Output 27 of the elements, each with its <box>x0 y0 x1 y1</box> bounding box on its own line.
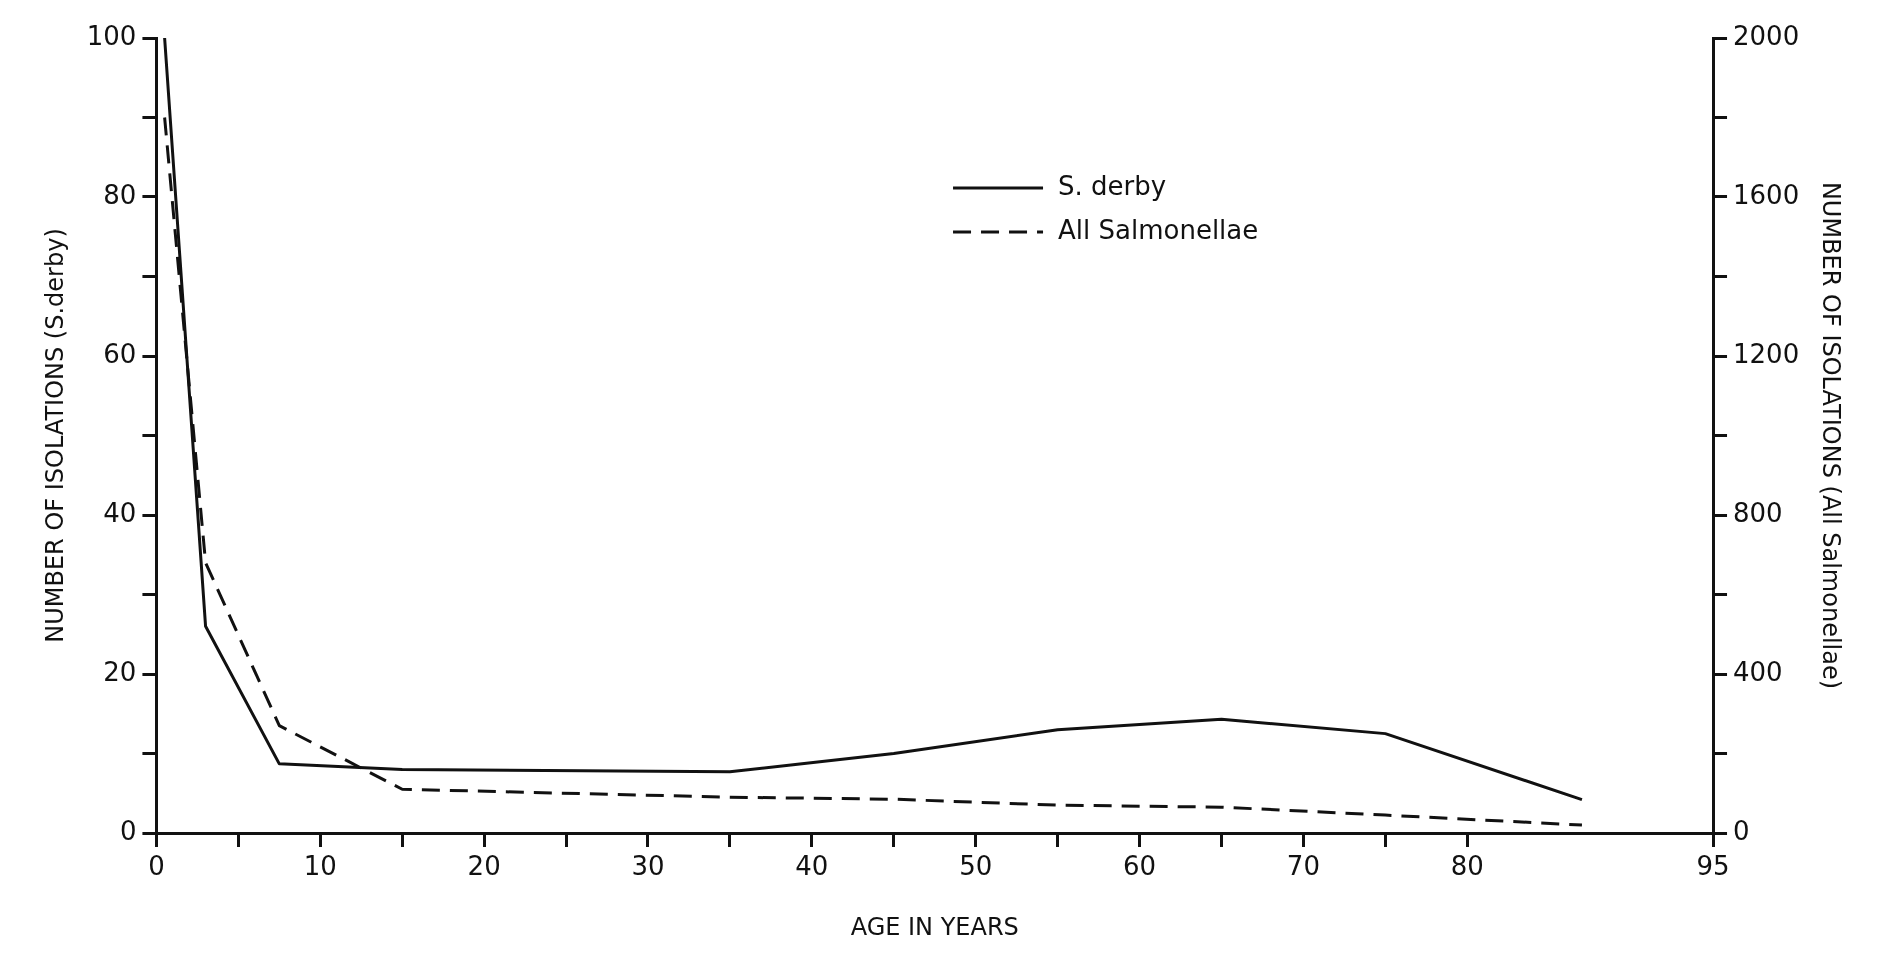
y2-tick-label: 1200 <box>1733 338 1800 369</box>
y-tick-label: 60 <box>103 338 137 369</box>
y2-tick-label: 800 <box>1733 497 1783 528</box>
legend-label: All Salmonellae <box>1058 214 1259 245</box>
x-tick-label: 10 <box>303 851 337 882</box>
x-tick-label: 40 <box>795 851 829 882</box>
y-tick-label: 20 <box>103 656 137 687</box>
y2-tick-label: 0 <box>1733 815 1750 846</box>
x-tick-label: 30 <box>631 851 665 882</box>
y-tick-label: 40 <box>103 497 137 528</box>
y2-tick-label: 1600 <box>1733 179 1800 210</box>
x-tick-label: 80 <box>1450 851 1484 882</box>
y2-axis-title: NUMBER OF ISOLATIONS (All Salmonellae) <box>1817 181 1846 690</box>
x-tick-label: 0 <box>148 851 165 882</box>
x-tick-label: 20 <box>467 851 501 882</box>
x-tick-label: 50 <box>959 851 993 882</box>
y-tick-label: 80 <box>103 179 137 210</box>
x-tick-label: 60 <box>1123 851 1157 882</box>
x-tick-label: 70 <box>1286 851 1320 882</box>
y-tick-label: 100 <box>86 20 137 51</box>
y2-tick-label: 2000 <box>1733 20 1800 51</box>
legend-label: S. derby <box>1058 170 1167 201</box>
x-tick-label: 95 <box>1696 851 1730 882</box>
y2-tick-label: 400 <box>1733 656 1783 687</box>
y-tick-label: 0 <box>119 815 137 846</box>
x-axis-title: AGE IN YEARS <box>850 912 1019 941</box>
y-axis-title: NUMBER OF ISOLATIONS (S.derby) <box>40 228 69 643</box>
